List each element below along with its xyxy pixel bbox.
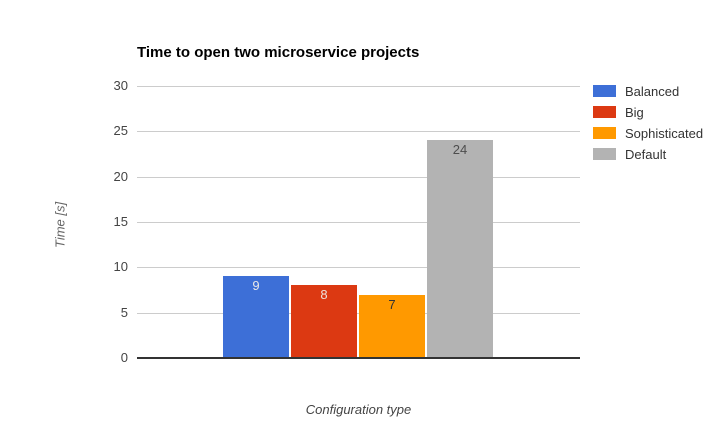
gridline-5 <box>137 312 580 314</box>
y-tick-label-10: 10 <box>113 259 128 275</box>
y-tick-label-25: 25 <box>113 123 128 139</box>
gridline-30 <box>137 86 580 87</box>
legend-swatch-icon <box>593 106 616 118</box>
gridline-15 <box>137 222 580 223</box>
legend-label: Default <box>625 146 667 162</box>
legend-label: Sophisticated <box>625 125 704 141</box>
gridline-20 <box>137 176 580 178</box>
gridline-25 <box>137 131 580 133</box>
y-tick-label-15: 15 <box>113 214 128 229</box>
gridline-10 <box>137 267 580 269</box>
bar-value-label-big: 8 <box>320 287 328 303</box>
legend-label: Big <box>625 104 644 120</box>
legend-item-big[interactable]: Big <box>593 104 703 120</box>
y-tick-label-5: 5 <box>120 304 128 320</box>
chart-title: Time to open two microservice projects <box>137 44 420 61</box>
legend-item-balanced[interactable]: Balanced <box>593 83 703 99</box>
bar-sophisticated[interactable]: 7 <box>359 294 425 358</box>
bar-big[interactable]: 8 <box>291 285 357 358</box>
bar-value-label-balanced: 9 <box>252 278 260 294</box>
legend-swatch-icon <box>593 148 616 160</box>
bar-balanced[interactable]: 9 <box>223 276 289 358</box>
legend-item-sophisticated[interactable]: Sophisticated <box>593 125 704 141</box>
legend-label: Balanced <box>625 83 680 99</box>
x-axis-line <box>137 357 580 359</box>
y-tick-label-30: 30 <box>113 78 128 93</box>
plot-area: 9 8 7 24 <box>137 86 580 359</box>
y-tick-label-20: 20 <box>113 168 128 184</box>
legend-item-default[interactable]: Default <box>593 146 703 162</box>
bar-value-label-sophisticated: 7 <box>388 296 396 312</box>
legend-swatch-icon <box>593 127 616 139</box>
bar-default[interactable]: 24 <box>427 140 493 358</box>
legend: Balanced Big Sophisticated Default <box>593 83 704 169</box>
y-axis-title: Time [s] <box>52 201 68 249</box>
y-tick-label-0: 0 <box>120 350 128 365</box>
x-axis-title: Configuration type <box>305 402 412 417</box>
legend-swatch-icon <box>593 85 616 97</box>
bar-value-label-default: 24 <box>452 142 468 158</box>
